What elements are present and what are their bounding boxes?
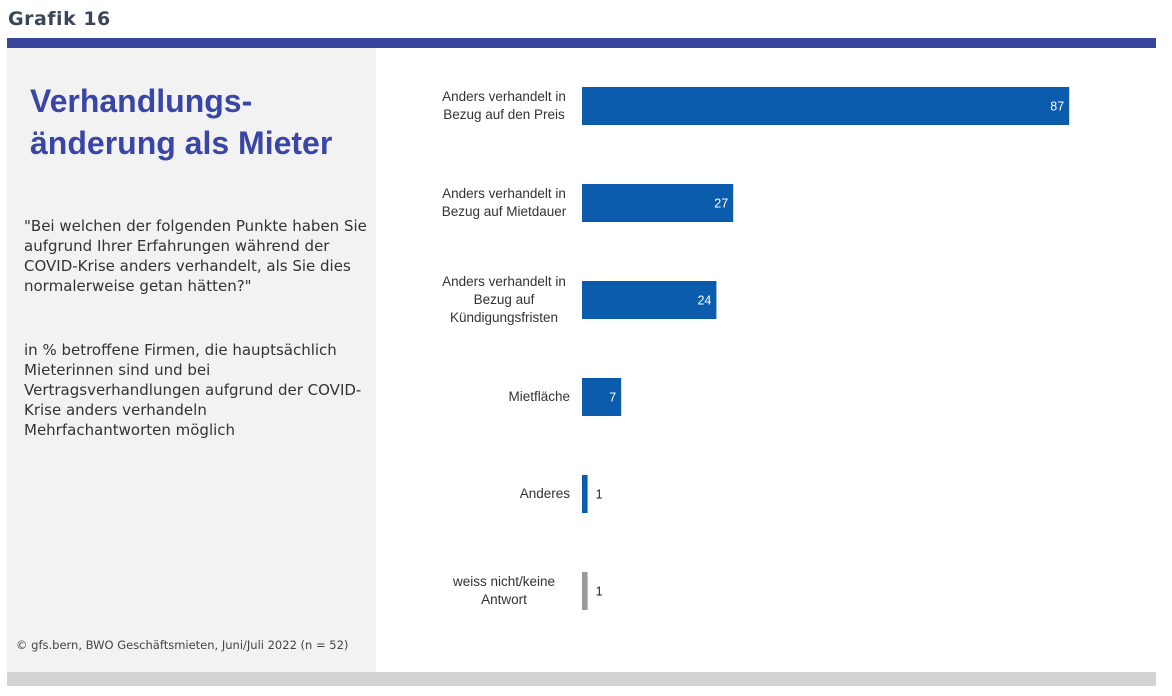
bar <box>582 87 1070 125</box>
value-label: 87 <box>1050 99 1064 113</box>
panel-title: Verhandlungs- änderung als Mieter <box>30 83 333 161</box>
header-rule <box>7 38 1156 48</box>
bar <box>582 572 588 610</box>
value-label: 7 <box>609 390 616 404</box>
category-text: Mietfläche <box>508 389 570 404</box>
category-label: Anders verhandelt in Bezug auf den Preis <box>438 88 570 124</box>
note: in % betroffene Firmen, die hauptsächlic… <box>24 340 369 440</box>
footer-bar <box>7 672 1156 686</box>
category-text: weiss nicht/keine Antwort <box>452 574 556 607</box>
value-label: 1 <box>596 584 603 598</box>
question: "Bei welchen der folgenden Punkte haben … <box>24 217 367 295</box>
note-text: in % betroffene Firmen, die hauptsächlic… <box>24 341 362 419</box>
bar <box>582 378 622 416</box>
category-text: Anders verhandelt in Bezug auf Mietdauer <box>441 186 567 219</box>
category-label: Anders verhandelt in Bezug auf Mietdauer <box>438 185 570 221</box>
category-label: weiss nicht/keine Antwort <box>438 573 570 609</box>
value-label: 24 <box>697 293 711 307</box>
category-text: Anders verhandelt in Bezug auf den Preis <box>442 89 566 122</box>
category-text: Anderes <box>519 486 570 501</box>
source: © gfs.bern, BWO Geschäftsmieten, Juni/Ju… <box>16 638 349 652</box>
value-label: 1 <box>596 487 603 501</box>
category-text: Anders verhandelt in Bezug auf Kündigung… <box>442 274 566 325</box>
side-panel <box>7 48 376 672</box>
bar <box>582 475 588 513</box>
note-text: Mehrfachantworten möglich <box>24 421 236 439</box>
value-label: 27 <box>714 196 728 210</box>
category-label: Anderes <box>520 485 570 503</box>
bar <box>582 281 717 319</box>
header-title: Grafik 16 <box>8 8 111 30</box>
category-label: Mietfläche <box>508 388 570 406</box>
category-label: Anders verhandelt in Bezug auf Kündigung… <box>438 273 570 327</box>
bar <box>582 184 734 222</box>
